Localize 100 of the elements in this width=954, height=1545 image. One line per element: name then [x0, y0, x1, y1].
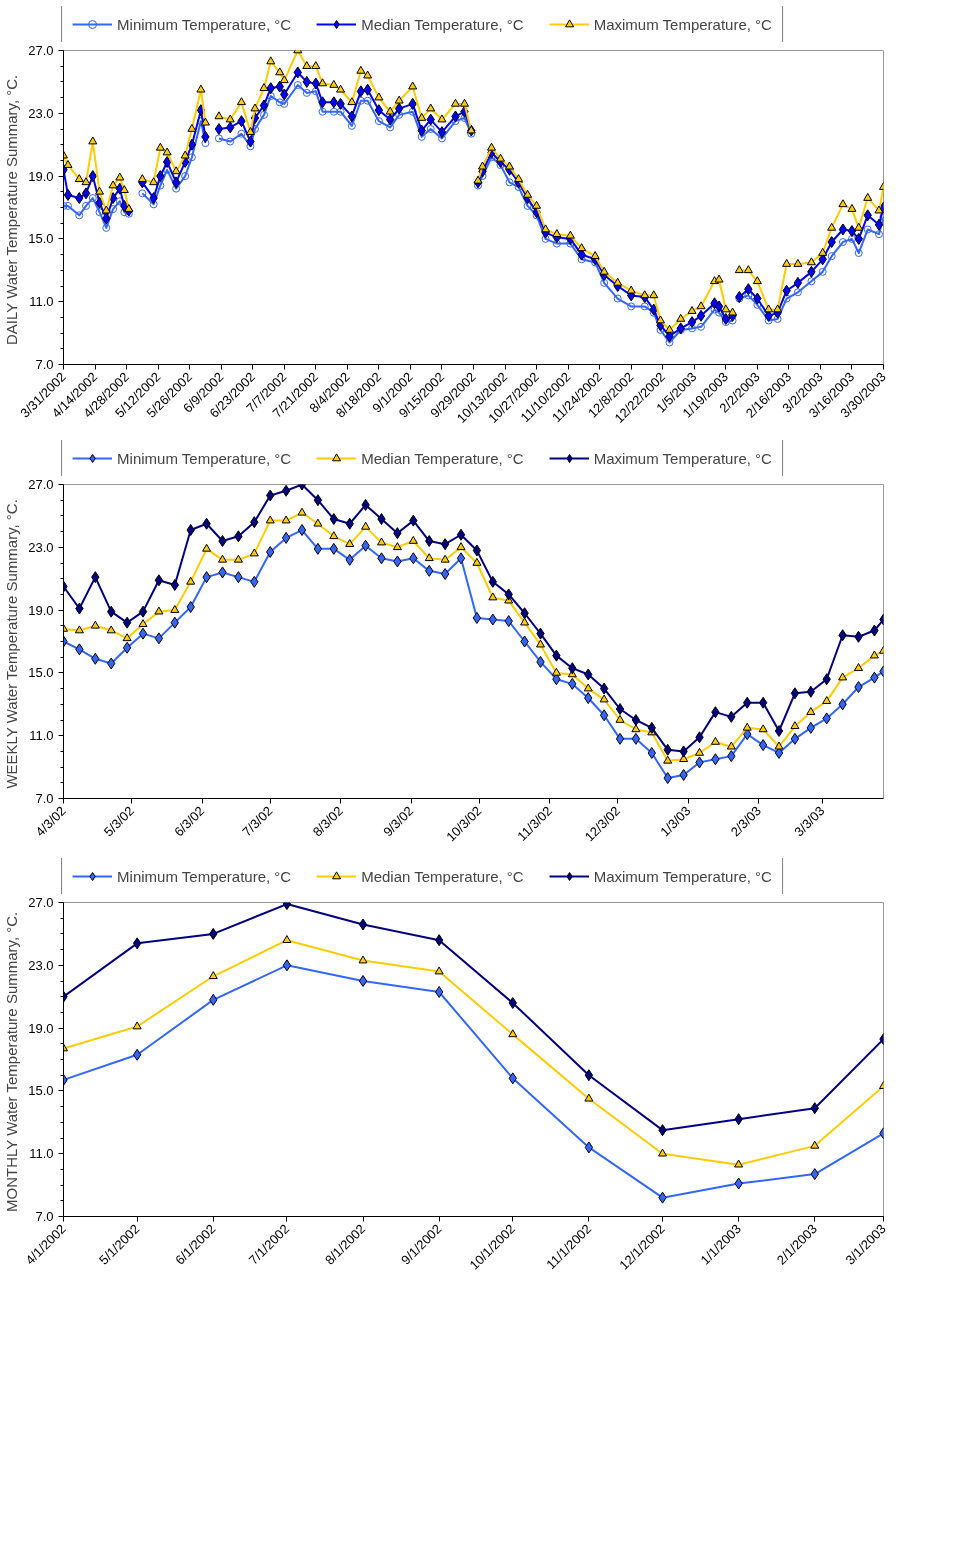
- point: [74, 625, 84, 634]
- point: [313, 494, 323, 507]
- point: [281, 484, 291, 497]
- point: [742, 722, 752, 731]
- y-tick-label: 15.0: [28, 231, 54, 247]
- y-tick-label: 19.0: [28, 602, 54, 618]
- point: [520, 617, 530, 626]
- point: [361, 521, 371, 530]
- point: [631, 724, 641, 733]
- point: [249, 548, 259, 557]
- point: [281, 515, 291, 524]
- point: [233, 554, 243, 563]
- point: [154, 606, 164, 615]
- point: [170, 604, 180, 613]
- point: [615, 703, 625, 716]
- point: [758, 724, 768, 733]
- legend-label: Minimum Temperature, °C: [117, 15, 292, 33]
- point: [434, 966, 444, 975]
- point: [790, 721, 800, 730]
- point: [132, 1021, 142, 1030]
- point: [551, 667, 561, 676]
- point: [488, 592, 498, 601]
- y-axis-title: DAILY Water Temperature Summary, °C.: [3, 74, 21, 345]
- legend-label: Median Temperature, °C: [361, 449, 524, 467]
- legend-label: Median Temperature, °C: [361, 15, 524, 33]
- point: [122, 633, 132, 642]
- point: [392, 542, 402, 551]
- point: [377, 537, 387, 546]
- point: [154, 574, 164, 587]
- point: [154, 632, 164, 645]
- legend-label: Minimum Temperature, °C: [117, 867, 292, 885]
- point: [138, 627, 148, 640]
- point: [434, 985, 444, 998]
- point: [695, 747, 705, 756]
- point: [536, 639, 546, 648]
- point: [358, 918, 368, 931]
- point: [631, 732, 641, 745]
- point: [508, 1029, 518, 1038]
- point: [345, 539, 355, 547]
- point: [615, 714, 625, 723]
- point: [424, 553, 434, 562]
- y-tick-label: 23.0: [28, 105, 54, 121]
- point: [265, 515, 275, 524]
- point: [218, 554, 227, 563]
- y-tick-label: 15.0: [28, 665, 54, 681]
- point: [615, 732, 625, 745]
- point: [854, 663, 864, 671]
- point: [822, 696, 832, 704]
- y-tick-label: 23.0: [28, 539, 54, 555]
- point: [122, 641, 132, 654]
- point: [313, 542, 323, 555]
- point: [106, 625, 116, 634]
- y-axis-title: WEEKLY Water Temperature Summary, °C.: [3, 499, 21, 789]
- point: [472, 611, 482, 624]
- point: [631, 714, 641, 726]
- point: [869, 650, 879, 659]
- y-tick-label: 11.0: [29, 728, 54, 744]
- point: [599, 682, 609, 695]
- point: [726, 741, 736, 750]
- legend-label: Maximum Temperature, °C: [593, 15, 772, 33]
- point: [208, 971, 218, 980]
- point: [584, 1069, 594, 1082]
- point: [132, 937, 142, 950]
- point: [584, 1093, 594, 1102]
- point: [202, 543, 212, 552]
- legend-label: Maximum Temperature, °C: [593, 449, 772, 467]
- y-tick-label: 11.0: [29, 294, 54, 310]
- point: [186, 576, 196, 585]
- point: [758, 739, 768, 752]
- point: [838, 672, 848, 681]
- point: [282, 935, 292, 943]
- point: [806, 707, 816, 715]
- point: [358, 975, 368, 987]
- y-tick-label: 27.0: [28, 477, 54, 492]
- y-tick-label: 19.0: [28, 1020, 54, 1036]
- point: [90, 620, 100, 629]
- y-tick-label: 11.0: [29, 1146, 54, 1162]
- point: [281, 531, 291, 544]
- y-tick-label: 7.0: [35, 357, 54, 372]
- point: [810, 1140, 820, 1149]
- point: [790, 732, 800, 745]
- point: [132, 1048, 142, 1061]
- point: [456, 528, 466, 541]
- point: [408, 535, 418, 544]
- point: [599, 709, 609, 722]
- point: [599, 694, 609, 703]
- point: [297, 524, 307, 537]
- point: [679, 754, 689, 763]
- point: [138, 605, 148, 618]
- point: [584, 1141, 594, 1154]
- y-tick-label: 15.0: [28, 1083, 54, 1099]
- point: [282, 959, 292, 972]
- legend-label: Median Temperature, °C: [361, 867, 524, 885]
- point: [663, 755, 673, 764]
- y-axis-title: MONTHLY Water Temperature Summary, °C.: [3, 911, 21, 1212]
- y-tick-label: 27.0: [28, 895, 54, 910]
- point: [774, 724, 784, 737]
- point: [472, 544, 482, 557]
- point: [329, 531, 339, 540]
- point: [358, 955, 368, 964]
